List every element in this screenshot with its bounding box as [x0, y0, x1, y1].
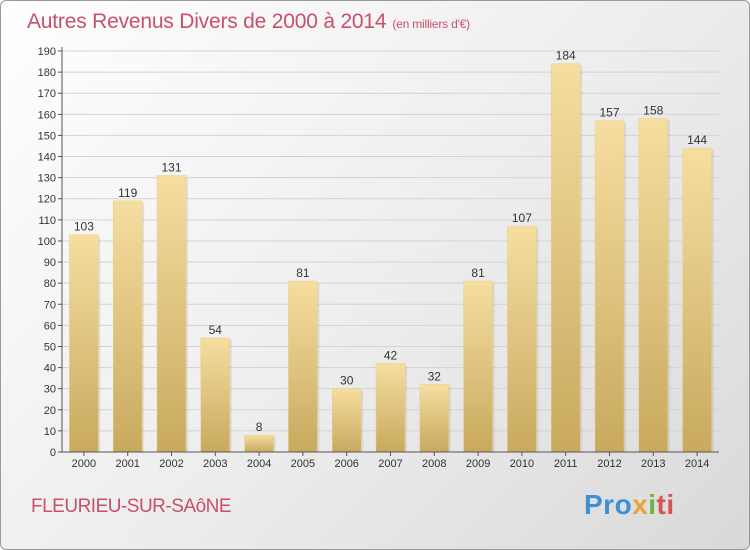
y-tick-label: 140 — [38, 152, 56, 164]
y-tick-label: 80 — [44, 278, 56, 290]
bar-2006 — [331, 388, 362, 453]
proxiti-logo: Proxiti — [584, 489, 675, 520]
y-tick-label: 30 — [44, 384, 56, 396]
bar-value-label: 158 — [643, 104, 663, 118]
y-tick-label: 50 — [44, 341, 56, 353]
bar-2014 — [682, 147, 712, 453]
bar-2005 — [288, 280, 318, 453]
x-tick-label: 2001 — [115, 458, 139, 470]
bars: 103 119 131 54 8 81 30 42 32 81 107 184 157 158 144 — [69, 49, 714, 453]
x-tick-label: 2004 — [247, 458, 271, 470]
bar-value-label: 42 — [384, 348, 398, 362]
bar-value-label: 32 — [428, 369, 442, 383]
bar-value-label: 103 — [74, 220, 94, 234]
y-tick-label: 60 — [44, 320, 56, 332]
y-tick-label: 110 — [38, 215, 56, 227]
bar-2008 — [419, 384, 450, 453]
bar-2013 — [638, 118, 669, 453]
bar-2010 — [507, 225, 537, 453]
x-tick-label: 2014 — [685, 458, 709, 470]
bar-2011 — [550, 63, 581, 453]
chart-unit: (en milliers d'€) — [392, 17, 470, 31]
x-tick-label: 2013 — [641, 458, 665, 470]
bar-2000 — [69, 234, 99, 453]
y-tick-label: 120 — [38, 194, 56, 206]
bar-value-label: 184 — [556, 49, 576, 63]
y-tick-label: 130 — [38, 173, 56, 185]
bar-value-label: 157 — [599, 106, 619, 120]
x-tick-label: 2006 — [334, 458, 358, 470]
x-tick-label: 2011 — [554, 458, 578, 470]
x-tick-label: 2002 — [159, 458, 183, 470]
x-tick-label: 2008 — [422, 458, 446, 470]
bar-value-label: 81 — [296, 266, 310, 280]
bar-2007 — [375, 363, 406, 453]
bar-2009 — [463, 280, 493, 453]
commune-name: FLEURIEU-SUR-SAôNE — [31, 496, 232, 517]
y-tick-label: 10 — [44, 426, 56, 438]
bar-value-label: 131 — [161, 161, 181, 175]
x-tick-label: 2000 — [72, 458, 96, 470]
bar-value-label: 144 — [687, 133, 707, 147]
y-tick-label: 150 — [38, 130, 56, 142]
y-tick-label: 70 — [44, 299, 56, 311]
bar-2012 — [594, 120, 625, 453]
y-tick-label: 170 — [38, 88, 56, 100]
y-tick-label: 160 — [38, 109, 56, 121]
bar-value-label: 107 — [512, 211, 532, 225]
bar-value-label: 119 — [118, 186, 137, 200]
y-tick-label: 0 — [50, 447, 56, 459]
y-tick-label: 180 — [38, 67, 56, 79]
x-tick-label: 2010 — [510, 458, 534, 470]
bar-value-label: 30 — [340, 374, 354, 388]
y-tick-label: 20 — [44, 405, 56, 417]
x-tick-label: 2007 — [378, 458, 402, 470]
bar-2002 — [156, 175, 187, 453]
bar-2001 — [112, 200, 143, 453]
bar-value-label: 54 — [209, 323, 223, 337]
axes: 0 10 20 30 40 50 60 70 80 90 100 110 120 130 140 150 160… — [38, 46, 719, 470]
bar-2003 — [200, 337, 231, 453]
x-tick-label: 2003 — [203, 458, 227, 470]
bar-value-label: 81 — [471, 266, 485, 280]
y-tick-label: 40 — [44, 363, 56, 375]
x-tick-label: 2012 — [597, 458, 621, 470]
y-tick-label: 90 — [44, 257, 56, 269]
bar-2004 — [244, 434, 274, 453]
x-tick-label: 2009 — [466, 458, 490, 470]
y-tick-label: 190 — [38, 46, 56, 58]
chart-title: Autres Revenus Divers de 2000 à 2014 (en … — [27, 10, 470, 33]
bar-value-label: 8 — [256, 420, 263, 434]
y-tick-label: 100 — [38, 236, 56, 248]
x-tick-label: 2005 — [291, 458, 315, 470]
